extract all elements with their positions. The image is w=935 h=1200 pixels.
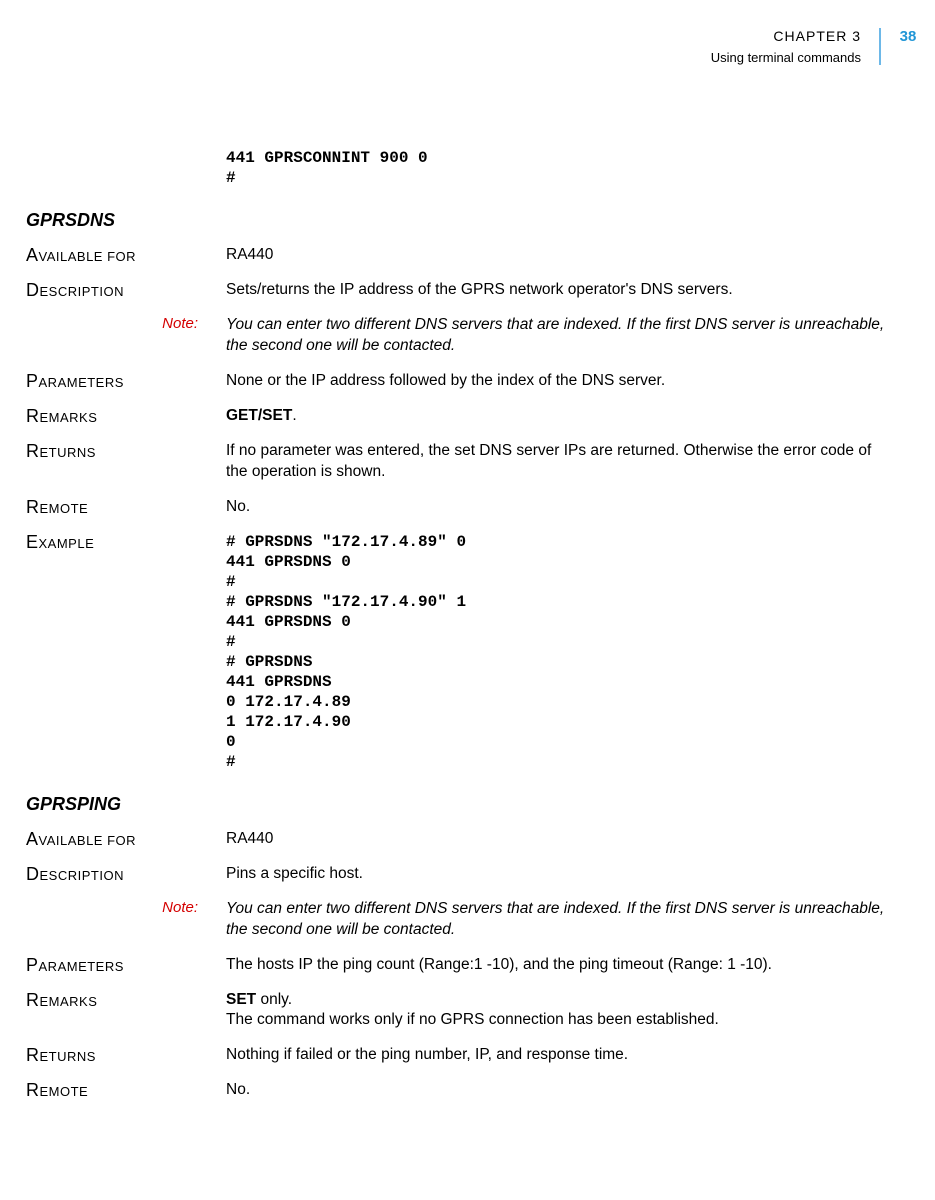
field-label: Returns xyxy=(26,441,226,462)
definition-row: DescriptionPins a specific host. xyxy=(26,864,895,885)
field-value: No. xyxy=(226,497,895,518)
page-number: 38 xyxy=(881,28,935,45)
field-value: Nothing if failed or the ping number, IP… xyxy=(226,1045,895,1066)
definition-row: RemoteNo. xyxy=(26,497,895,518)
field-value: # GPRSDNS "172.17.4.89" 0 441 GPRSDNS 0 … xyxy=(226,532,895,772)
field-value: The hosts IP the ping count (Range:1 -10… xyxy=(226,955,895,976)
field-label: Remarks xyxy=(26,990,226,1011)
definition-row: RemoteNo. xyxy=(26,1080,895,1101)
definition-row: ParametersThe hosts IP the ping count (R… xyxy=(26,955,895,976)
section-title: GPRSDNS xyxy=(26,210,895,231)
field-label: Returns xyxy=(26,1045,226,1066)
code-block: # GPRSDNS "172.17.4.89" 0 441 GPRSDNS 0 … xyxy=(226,532,895,772)
chapter-label: CHAPTER 3 xyxy=(711,28,861,44)
definition-row: RemarksGET/SET. xyxy=(26,406,895,427)
field-label: Remote xyxy=(26,497,226,518)
note-text: You can enter two different DNS servers … xyxy=(226,315,895,357)
field-label: Example xyxy=(26,532,226,553)
page-header: CHAPTER 3 Using terminal commands 38 xyxy=(711,28,935,65)
definition-row: Note:You can enter two different DNS ser… xyxy=(26,315,895,357)
field-value: No. xyxy=(226,1080,895,1101)
field-value: SET only. The command works only if no G… xyxy=(226,990,895,1032)
intro-code-block: 441 GPRSCONNINT 900 0 # xyxy=(226,148,895,188)
definition-row: RemarksSET only. The command works only … xyxy=(26,990,895,1032)
field-value: Sets/returns the IP address of the GPRS … xyxy=(226,280,895,301)
section-title: GPRSPING xyxy=(26,794,895,815)
header-subtitle: Using terminal commands xyxy=(711,50,861,65)
note-label: Note: xyxy=(26,899,226,916)
field-label: Description xyxy=(26,280,226,301)
field-value: Pins a specific host. xyxy=(226,864,895,885)
note-text: You can enter two different DNS servers … xyxy=(226,899,895,941)
field-value: GET/SET. xyxy=(226,406,895,427)
field-label: Remote xyxy=(26,1080,226,1101)
field-value: If no parameter was entered, the set DNS… xyxy=(226,441,895,483)
definition-row: ReturnsNothing if failed or the ping num… xyxy=(26,1045,895,1066)
definition-row: DescriptionSets/returns the IP address o… xyxy=(26,280,895,301)
field-value: RA440 xyxy=(226,245,895,266)
definition-row: ParametersNone or the IP address followe… xyxy=(26,371,895,392)
note-label: Note: xyxy=(26,315,226,332)
header-text-block: CHAPTER 3 Using terminal commands xyxy=(711,28,881,65)
field-value: None or the IP address followed by the i… xyxy=(226,371,895,392)
definition-row: ReturnsIf no parameter was entered, the … xyxy=(26,441,895,483)
definition-row: Note:You can enter two different DNS ser… xyxy=(26,899,895,941)
field-label: Remarks xyxy=(26,406,226,427)
field-label: Parameters xyxy=(26,955,226,976)
field-label: Parameters xyxy=(26,371,226,392)
definition-row: Available forRA440 xyxy=(26,829,895,850)
field-value: RA440 xyxy=(226,829,895,850)
field-label: Description xyxy=(26,864,226,885)
field-label: Available for xyxy=(26,245,226,266)
page-content: 441 GPRSCONNINT 900 0 # GPRSDNS Available… xyxy=(26,148,895,1115)
field-label: Available for xyxy=(26,829,226,850)
definition-row: Available forRA440 xyxy=(26,245,895,266)
definition-row: Example# GPRSDNS "172.17.4.89" 0 441 GPR… xyxy=(26,532,895,772)
